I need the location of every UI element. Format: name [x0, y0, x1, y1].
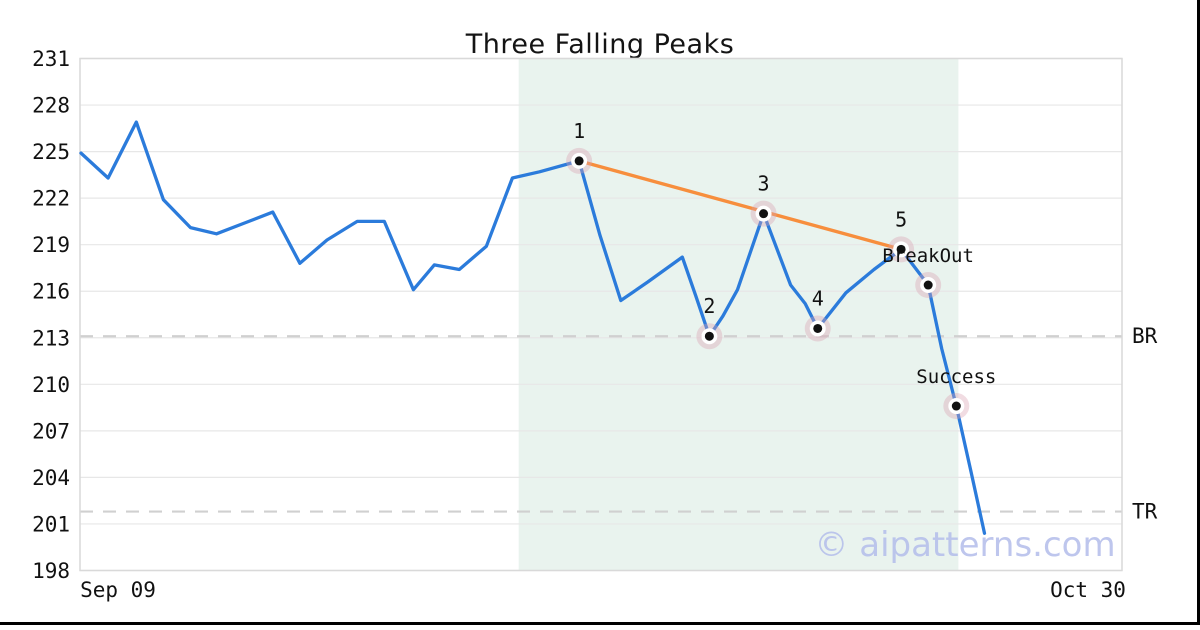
y-tick-label: 201 — [32, 512, 70, 536]
chart-title: Three Falling Peaks — [465, 29, 735, 60]
y-tick-label: 222 — [32, 187, 70, 211]
annotation-label-success: Success — [916, 366, 996, 388]
hline-label-tr: TR — [1132, 500, 1158, 524]
x-tick-label: Oct 30 — [1050, 578, 1126, 602]
point-dot — [813, 323, 823, 333]
point-dot — [896, 244, 906, 254]
y-tick-label: 198 — [32, 559, 70, 583]
bottom-border-line — [0, 622, 1200, 625]
price-line — [79, 120, 987, 535]
shaded-region — [518, 58, 959, 571]
point-dot — [704, 331, 714, 341]
annotation-label-3: 3 — [758, 172, 770, 196]
right-border-line — [1197, 0, 1200, 625]
y-tick-label: 225 — [32, 140, 70, 164]
annotation-label-4: 4 — [812, 286, 824, 310]
x-tick-label: Sep 09 — [80, 578, 156, 602]
y-tick-label: 213 — [32, 326, 70, 350]
plot-spines — [79, 57, 1123, 572]
point-dot — [951, 401, 961, 411]
y-tick-label: 204 — [32, 466, 70, 490]
annotation-label-2: 2 — [703, 294, 715, 318]
hline-label-br: BR — [1132, 324, 1158, 348]
point-dot — [574, 156, 584, 166]
y-tick-label: 207 — [32, 419, 70, 443]
trendline — [577, 159, 903, 252]
y-tick-label: 210 — [32, 373, 70, 397]
point-dot — [923, 280, 933, 290]
watermark: © aipatterns.com — [814, 525, 1116, 565]
annotation-label-5: 5 — [895, 207, 907, 231]
point-dot — [759, 209, 769, 219]
annotation-label-1: 1 — [573, 119, 585, 143]
annotation-label-breakout: BreakOut — [882, 245, 974, 267]
y-tick-label: 216 — [32, 280, 70, 304]
y-tick-label: 219 — [32, 233, 70, 257]
y-tick-label: 231 — [32, 47, 70, 71]
y-tick-label: 228 — [32, 94, 70, 118]
